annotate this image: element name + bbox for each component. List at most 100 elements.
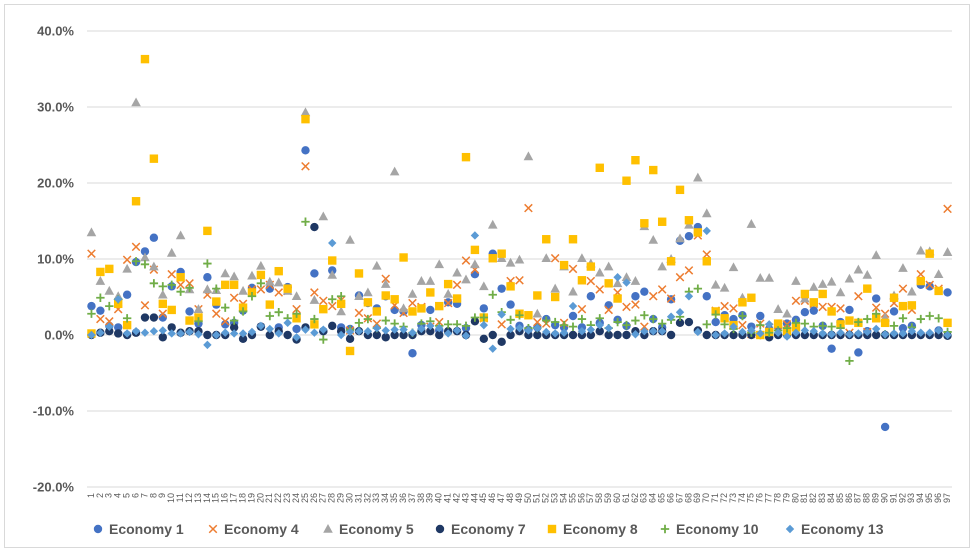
data-point: [185, 316, 194, 325]
data-point: [836, 304, 845, 313]
legend-item: Economy 13: [785, 521, 884, 537]
data-point: [675, 308, 685, 317]
data-point: [417, 304, 426, 313]
legend-label: Economy 10: [676, 521, 759, 537]
data-point: [594, 267, 605, 277]
x-tick-label: 6: [130, 493, 140, 498]
data-point: [167, 305, 176, 315]
data-point: [87, 309, 96, 318]
data-point: [238, 285, 248, 295]
x-tick-label: 30: [344, 493, 354, 503]
data-point: [684, 216, 694, 225]
data-point: [497, 320, 506, 329]
data-point: [613, 294, 622, 303]
data-point: [568, 235, 578, 244]
data-point: [114, 299, 123, 309]
legend-label: Economy 8: [563, 521, 638, 537]
x-tick-label: 90: [879, 493, 889, 503]
data-point: [854, 317, 863, 327]
data-point: [399, 325, 408, 334]
data-point: [524, 330, 533, 340]
data-point: [720, 320, 729, 329]
x-tick-label: 43: [460, 493, 470, 503]
data-point: [854, 291, 863, 301]
data-point: [487, 219, 498, 229]
data-point: [845, 330, 854, 339]
data-point: [622, 302, 631, 312]
data-point: [149, 233, 159, 242]
data-point: [247, 270, 257, 280]
data-point: [310, 314, 319, 324]
data-point: [167, 280, 176, 290]
data-point: [791, 276, 801, 285]
x-tick-label: 19: [246, 493, 256, 503]
data-point: [470, 231, 480, 240]
data-point: [166, 247, 177, 257]
data-point: [862, 269, 873, 279]
x-tick-label: 21: [264, 493, 274, 503]
data-point: [443, 320, 453, 329]
data-point: [898, 301, 908, 311]
data-point: [220, 268, 231, 278]
data-point: [942, 247, 953, 256]
data-point: [872, 294, 881, 303]
data-point: [800, 326, 810, 335]
x-tick-label: 86: [844, 493, 854, 503]
data-point: [158, 326, 167, 335]
x-tick-label: 77: [764, 493, 774, 503]
data-point: [649, 327, 658, 336]
data-point: [720, 314, 729, 323]
x-tick-label: 69: [692, 493, 702, 503]
legend-label: Economy 4: [224, 521, 299, 537]
data-point: [122, 320, 132, 330]
data-point: [443, 298, 453, 308]
data-point: [140, 301, 150, 310]
data-point: [524, 203, 533, 213]
data-point: [354, 327, 364, 336]
data-point: [809, 306, 818, 315]
data-point: [800, 330, 810, 340]
data-point: [550, 283, 560, 293]
data-point: [702, 257, 711, 266]
data-point: [354, 269, 364, 278]
data-point: [711, 330, 720, 340]
data-point: [310, 222, 319, 232]
data-point: [710, 279, 721, 289]
data-point: [506, 315, 515, 324]
x-tick-label: 32: [362, 493, 372, 503]
data-point: [425, 276, 436, 285]
data-point: [426, 321, 435, 331]
data-point: [381, 274, 391, 284]
data-point: [943, 330, 952, 340]
data-point: [176, 287, 185, 296]
data-point: [461, 256, 471, 265]
data-point: [274, 266, 283, 276]
data-point: [621, 272, 632, 282]
data-point: [568, 322, 578, 331]
data-point: [880, 318, 890, 328]
data-point: [336, 299, 346, 309]
data-point: [933, 269, 944, 278]
x-tick-label: 40: [434, 493, 444, 503]
x-tick-label: 54: [558, 493, 568, 503]
x-tick-label: 71: [710, 493, 720, 503]
data-point: [105, 327, 114, 336]
data-point: [283, 330, 292, 340]
data-point: [586, 292, 596, 301]
x-tick-label: 38: [416, 493, 426, 503]
x-tick-label: 82: [808, 493, 818, 503]
x-tick-label: 56: [576, 493, 586, 503]
data-point: [613, 273, 622, 282]
data-point: [631, 292, 640, 301]
data-point: [157, 289, 168, 299]
data-point: [505, 257, 516, 267]
data-point: [238, 329, 248, 338]
data-point: [87, 301, 96, 311]
data-point: [880, 422, 890, 432]
data-point: [916, 276, 925, 286]
data-point: [96, 293, 105, 302]
data-point: [221, 328, 230, 337]
data-point: [426, 327, 435, 336]
data-point: [435, 330, 444, 340]
x-tick-label: 91: [888, 493, 898, 503]
